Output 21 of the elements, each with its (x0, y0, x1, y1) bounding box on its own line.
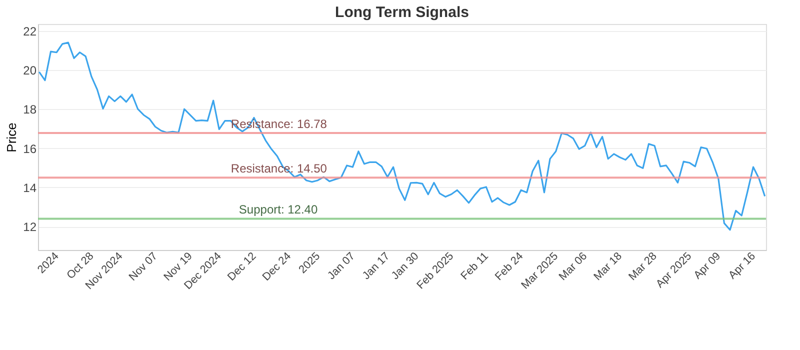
x-tick-label: Jan 07 (326, 250, 358, 282)
x-tick-label: Mar 06 (556, 250, 590, 283)
line-series (38, 42, 766, 231)
y-tick-label: 14 (23, 180, 37, 195)
ref-line-label: Support: 12.40 (238, 202, 318, 217)
y-tick-label: 20 (23, 63, 37, 78)
y-tick-label: 22 (23, 24, 37, 38)
x-tick-label: Nov 07 (126, 250, 160, 284)
x-tick-label: Apr 16 (726, 250, 758, 282)
y-tick-label: 18 (23, 102, 37, 117)
x-tick-label: Dec 24 (260, 250, 294, 284)
x-tick-label: Feb 11 (458, 250, 491, 282)
x-tick-label: Dec 12 (226, 250, 259, 284)
x-tick-label: Apr 09 (692, 250, 724, 282)
x-tick-label: Jan 17 (360, 250, 392, 282)
x-tick-label: Feb 24 (493, 250, 526, 283)
x-tick-label: Mar 18 (592, 250, 624, 283)
y-tick-label: 12 (23, 220, 37, 234)
y-axis-title: Price (4, 122, 20, 152)
chart-title: Long Term Signals (335, 4, 469, 21)
y-tick-label: 16 (23, 142, 37, 156)
